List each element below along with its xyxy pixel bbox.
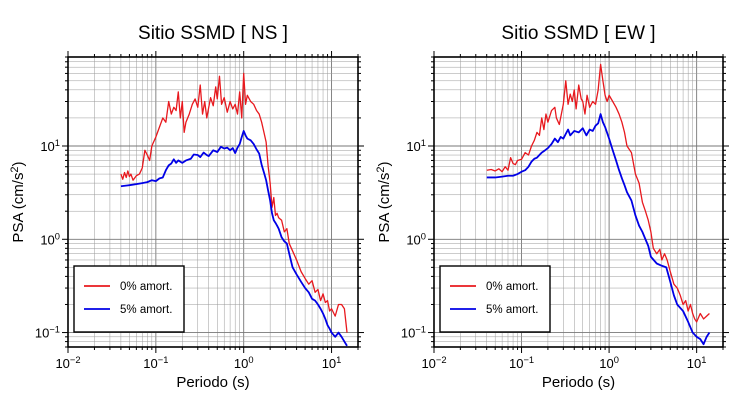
x-tick-label-exp: 1 bbox=[336, 355, 341, 365]
x-tick-label: 100 bbox=[234, 355, 254, 371]
y-axis-label-close: ) bbox=[10, 161, 27, 166]
legend-box bbox=[439, 265, 551, 333]
x-tick-label-base: 10 bbox=[599, 356, 613, 371]
y-axis-label-main: PSA (cm/s bbox=[376, 173, 393, 243]
y-axis-label-close: ) bbox=[376, 161, 393, 166]
y-tick-label-exp: −1 bbox=[49, 325, 60, 335]
x-tick-label-exp: −2 bbox=[70, 355, 81, 365]
y-tick-label: 10−1 bbox=[401, 325, 426, 341]
legend-label: 5% amort. bbox=[120, 304, 172, 316]
x-tick-label-base: 10 bbox=[55, 356, 69, 371]
plot-frame bbox=[433, 56, 724, 348]
y-tick-label-base: 10 bbox=[401, 326, 415, 341]
x-tick-label-exp: −2 bbox=[436, 355, 447, 365]
x-tick-label-base: 10 bbox=[143, 356, 157, 371]
y-tick-label: 10−1 bbox=[35, 325, 60, 341]
y-axis-label: PSA (cm/s2) bbox=[9, 161, 27, 242]
legend: 0% amort. 5% amort. bbox=[73, 265, 185, 333]
series-line-red bbox=[120, 72, 348, 333]
legend-label: 0% amort. bbox=[486, 281, 538, 293]
y-tick-label-exp: 0 bbox=[421, 231, 426, 241]
y-axis-label-sup: 2 bbox=[375, 166, 387, 172]
x-tick-label: 101 bbox=[322, 355, 342, 371]
legend-box bbox=[73, 265, 185, 333]
legend: 0% amort. 5% amort. bbox=[439, 265, 551, 333]
x-tick-label-base: 10 bbox=[687, 356, 701, 371]
chart-title: Sitio SSMD [ NS ] bbox=[138, 23, 288, 44]
series-line-red bbox=[486, 63, 710, 323]
y-tick-label-exp: 0 bbox=[55, 231, 60, 241]
y-axis-label: PSA (cm/s2) bbox=[375, 161, 393, 242]
x-tick-label-exp: −1 bbox=[523, 355, 534, 365]
legend-label: 5% amort. bbox=[486, 304, 538, 316]
y-tick-label-exp: −1 bbox=[415, 325, 426, 335]
x-tick-label-exp: −1 bbox=[158, 355, 169, 365]
y-tick-label-base: 10 bbox=[406, 232, 420, 247]
plot-frame bbox=[67, 56, 359, 348]
x-tick-label: 101 bbox=[687, 355, 707, 371]
x-tick-label-base: 10 bbox=[509, 356, 523, 371]
y-tick-label-exp: 1 bbox=[55, 138, 60, 148]
y-tick-label: 100 bbox=[40, 231, 60, 247]
x-tick-label: 100 bbox=[599, 355, 619, 371]
series-line-blue bbox=[120, 130, 348, 347]
y-tick-label: 101 bbox=[406, 138, 426, 154]
x-tick-label-base: 10 bbox=[322, 356, 336, 371]
series-line-blue bbox=[486, 113, 711, 346]
x-tick-label-base: 10 bbox=[234, 356, 248, 371]
y-tick-label: 100 bbox=[406, 231, 426, 247]
x-tick-label: 10−2 bbox=[421, 355, 446, 371]
x-axis-label: Periodo (s) bbox=[542, 374, 615, 391]
x-tick-label-base: 10 bbox=[421, 356, 435, 371]
x-tick-label: 10−2 bbox=[55, 355, 80, 371]
y-tick-label-base: 10 bbox=[35, 326, 49, 341]
x-tick-label-exp: 0 bbox=[248, 355, 253, 365]
y-axis-label-sup: 2 bbox=[9, 166, 21, 172]
y-tick-label-base: 10 bbox=[406, 139, 420, 154]
x-tick-label: 10−1 bbox=[143, 355, 168, 371]
chart-title: Sitio SSMD [ EW ] bbox=[501, 23, 655, 44]
x-axis-label: Periodo (s) bbox=[176, 374, 249, 391]
x-tick-label-exp: 1 bbox=[701, 355, 706, 365]
x-tick-label: 10−1 bbox=[509, 355, 534, 371]
y-tick-label-base: 10 bbox=[40, 232, 54, 247]
x-tick-label-exp: 0 bbox=[614, 355, 619, 365]
y-axis-label-main: PSA (cm/s bbox=[10, 173, 27, 243]
legend-label: 0% amort. bbox=[120, 281, 172, 293]
y-tick-label-base: 10 bbox=[40, 139, 54, 154]
y-tick-label: 101 bbox=[40, 138, 60, 154]
y-tick-label-exp: 1 bbox=[421, 138, 426, 148]
